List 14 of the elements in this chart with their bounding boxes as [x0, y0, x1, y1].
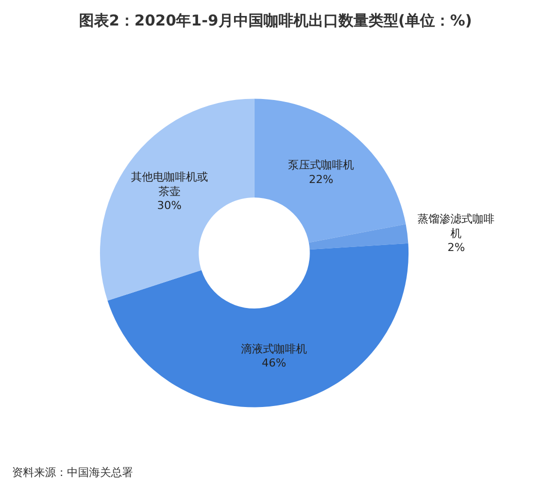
slice-label: 滴液式咖啡机: [240, 342, 307, 356]
donut-slice: [108, 243, 408, 408]
slice-label: 蒸馏渗滤式咖啡机: [418, 212, 495, 240]
slice-label: 其他电咖啡机或茶壶: [130, 170, 208, 198]
data-label: 46%: [262, 356, 286, 370]
donut-slice: [308, 224, 408, 250]
data-label: 30%: [157, 199, 182, 212]
data-label: 2%: [447, 241, 465, 254]
data-label: 22%: [308, 172, 334, 186]
donut-slice: [100, 98, 254, 301]
text: 资料来源：中国海关总署: [12, 466, 133, 479]
chart-title: 图表2：2020年1-9月中国咖啡机出口数量类型(单位：%): [78, 11, 472, 30]
slice-label: 泵压式咖啡机: [288, 158, 354, 172]
donut-slice: [254, 98, 406, 243]
